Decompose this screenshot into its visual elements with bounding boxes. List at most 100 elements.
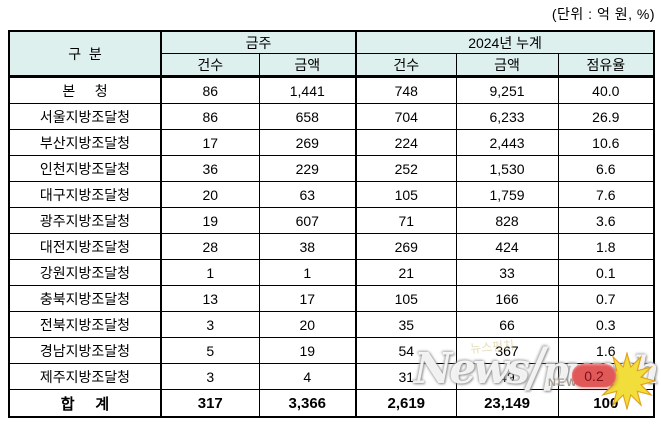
- cell-value: 7.6: [557, 181, 655, 208]
- row-label: 인천지방조달청: [8, 155, 162, 182]
- cell-value: 252: [355, 155, 457, 182]
- table-row: 인천지방조달청 36 229 252 1,530 6.6: [8, 155, 655, 182]
- cell-value: 0.1: [557, 259, 655, 286]
- cell-value: 3: [160, 363, 260, 390]
- row-label: 부산지방조달청: [8, 129, 162, 156]
- row-label: 본 청: [8, 76, 162, 104]
- total-value: 317: [160, 389, 260, 418]
- cell-value: 1.8: [557, 233, 655, 260]
- table-row: 대전지방조달청 28 38 269 424 1.8: [8, 233, 655, 260]
- row-label: 광주지방조달청: [8, 207, 162, 234]
- header-week-amount: 금액: [258, 53, 358, 78]
- header-ytd-share: 점유율: [557, 53, 655, 78]
- table-row: 대구지방조달청 20 63 105 1,759 7.6: [8, 181, 655, 208]
- cell-value: 0.3: [557, 311, 655, 338]
- cell-value: 4: [258, 363, 358, 390]
- cell-value: 269: [355, 233, 457, 260]
- table-row: 서울지방조달청 86 658 704 6,233 26.9: [8, 103, 655, 130]
- total-value: 23,149: [455, 389, 559, 418]
- table-row: 부산지방조달청 17 269 224 2,443 10.6: [8, 129, 655, 156]
- units-caption: (단위 : 억 원, %): [551, 6, 655, 22]
- cell-value: 66: [455, 311, 559, 338]
- header-ytd-amount: 금액: [455, 53, 559, 78]
- cell-value: 1: [160, 259, 260, 286]
- cell-value: 26.9: [557, 103, 655, 130]
- table-row: 강원지방조달청 1 1 21 33 0.1: [8, 259, 655, 286]
- row-label: 충북지방조달청: [8, 285, 162, 312]
- cell-value: 38: [258, 233, 358, 260]
- cell-value: 0.7: [557, 285, 655, 312]
- cell-value: 5: [160, 337, 260, 364]
- cell-value: 105: [355, 285, 457, 312]
- cell-value: 1,759: [455, 181, 559, 208]
- cell-value: 1,530: [455, 155, 559, 182]
- cell-value: 36: [160, 155, 260, 182]
- cell-value: 6,233: [455, 103, 559, 130]
- cell-value: 269: [258, 129, 358, 156]
- cell-value: 1,441: [258, 76, 358, 104]
- cell-value: 166: [455, 285, 559, 312]
- row-label: 경남지방조달청: [8, 337, 162, 364]
- cell-value: 86: [160, 76, 260, 104]
- cell-value: 0.2: [557, 363, 655, 390]
- cell-value: 86: [160, 103, 260, 130]
- cell-value: 19: [258, 337, 358, 364]
- cell-value: 20: [258, 311, 358, 338]
- total-value: 100: [557, 389, 655, 418]
- cell-value: 71: [355, 207, 457, 234]
- cell-value: 6.6: [557, 155, 655, 182]
- header-row-groups: 구 분 금주 2024년 누계: [8, 30, 655, 78]
- cell-value: 607: [258, 207, 358, 234]
- row-label: 제주지방조달청: [8, 363, 162, 390]
- cell-value: 748: [355, 76, 457, 104]
- cell-value: 28: [160, 233, 260, 260]
- cell-value: 1: [258, 259, 358, 286]
- cell-value: 9,251: [455, 76, 559, 104]
- cell-value: 828: [455, 207, 559, 234]
- header-ytd-count: 건수: [355, 53, 457, 78]
- cell-value: 3: [160, 311, 260, 338]
- cell-value: 31: [355, 363, 457, 390]
- cell-value: 1.6: [557, 337, 655, 364]
- table-row: 전북지방조달청 3 20 35 66 0.3: [8, 311, 655, 338]
- cell-value: 424: [455, 233, 559, 260]
- table-row: 경남지방조달청 5 19 54 367 1.6: [8, 337, 655, 364]
- total-row: 합 계 317 3,366 2,619 23,149 100: [8, 389, 655, 418]
- header-row-sub: 건수 금액 건수 금액 점유율: [9, 53, 655, 78]
- row-label: 대구지방조달청: [8, 181, 162, 208]
- table-row: 충북지방조달청 13 17 105 166 0.7: [8, 285, 655, 312]
- cell-value: 3.6: [557, 207, 655, 234]
- cell-value: 704: [355, 103, 457, 130]
- cell-value: 13: [160, 285, 260, 312]
- row-label: 서울지방조달청: [8, 103, 162, 130]
- cell-value: 21: [355, 259, 457, 286]
- cell-value: 2,443: [455, 129, 559, 156]
- cell-value: 10.6: [557, 129, 655, 156]
- table-row: 광주지방조달청 19 607 71 828 3.6: [8, 207, 655, 234]
- procurement-table: 구 분 금주 2024년 누계 건수 금액 건수 금액 점유율 본 청 86 1…: [8, 30, 656, 418]
- cell-value: 33: [455, 259, 559, 286]
- cell-value: 19: [160, 207, 260, 234]
- header-group-week: 금주: [160, 30, 358, 54]
- table-row: 제주지방조달청 3 4 31 49 0.2: [8, 363, 655, 390]
- cell-value: 40.0: [557, 76, 655, 104]
- cell-value: 63: [258, 181, 358, 208]
- cell-value: 229: [258, 155, 358, 182]
- row-label: 강원지방조달청: [8, 259, 162, 286]
- cell-value: 17: [160, 129, 260, 156]
- total-value: 3,366: [258, 389, 358, 418]
- table-row: 본 청 86 1,441 748 9,251 40.0: [8, 76, 655, 104]
- cell-value: 17: [258, 285, 358, 312]
- cell-value: 49: [455, 363, 559, 390]
- row-label: 대전지방조달청: [8, 233, 162, 260]
- cell-value: 367: [455, 337, 559, 364]
- total-value: 2,619: [355, 389, 457, 418]
- header-group-ytd: 2024년 누계: [355, 30, 655, 54]
- cell-value: 35: [355, 311, 457, 338]
- cell-value: 20: [160, 181, 260, 208]
- header-category: 구 분: [8, 30, 162, 78]
- cell-value: 105: [355, 181, 457, 208]
- row-label: 전북지방조달청: [8, 311, 162, 338]
- cell-value: 54: [355, 337, 457, 364]
- header-week-count: 건수: [160, 53, 260, 78]
